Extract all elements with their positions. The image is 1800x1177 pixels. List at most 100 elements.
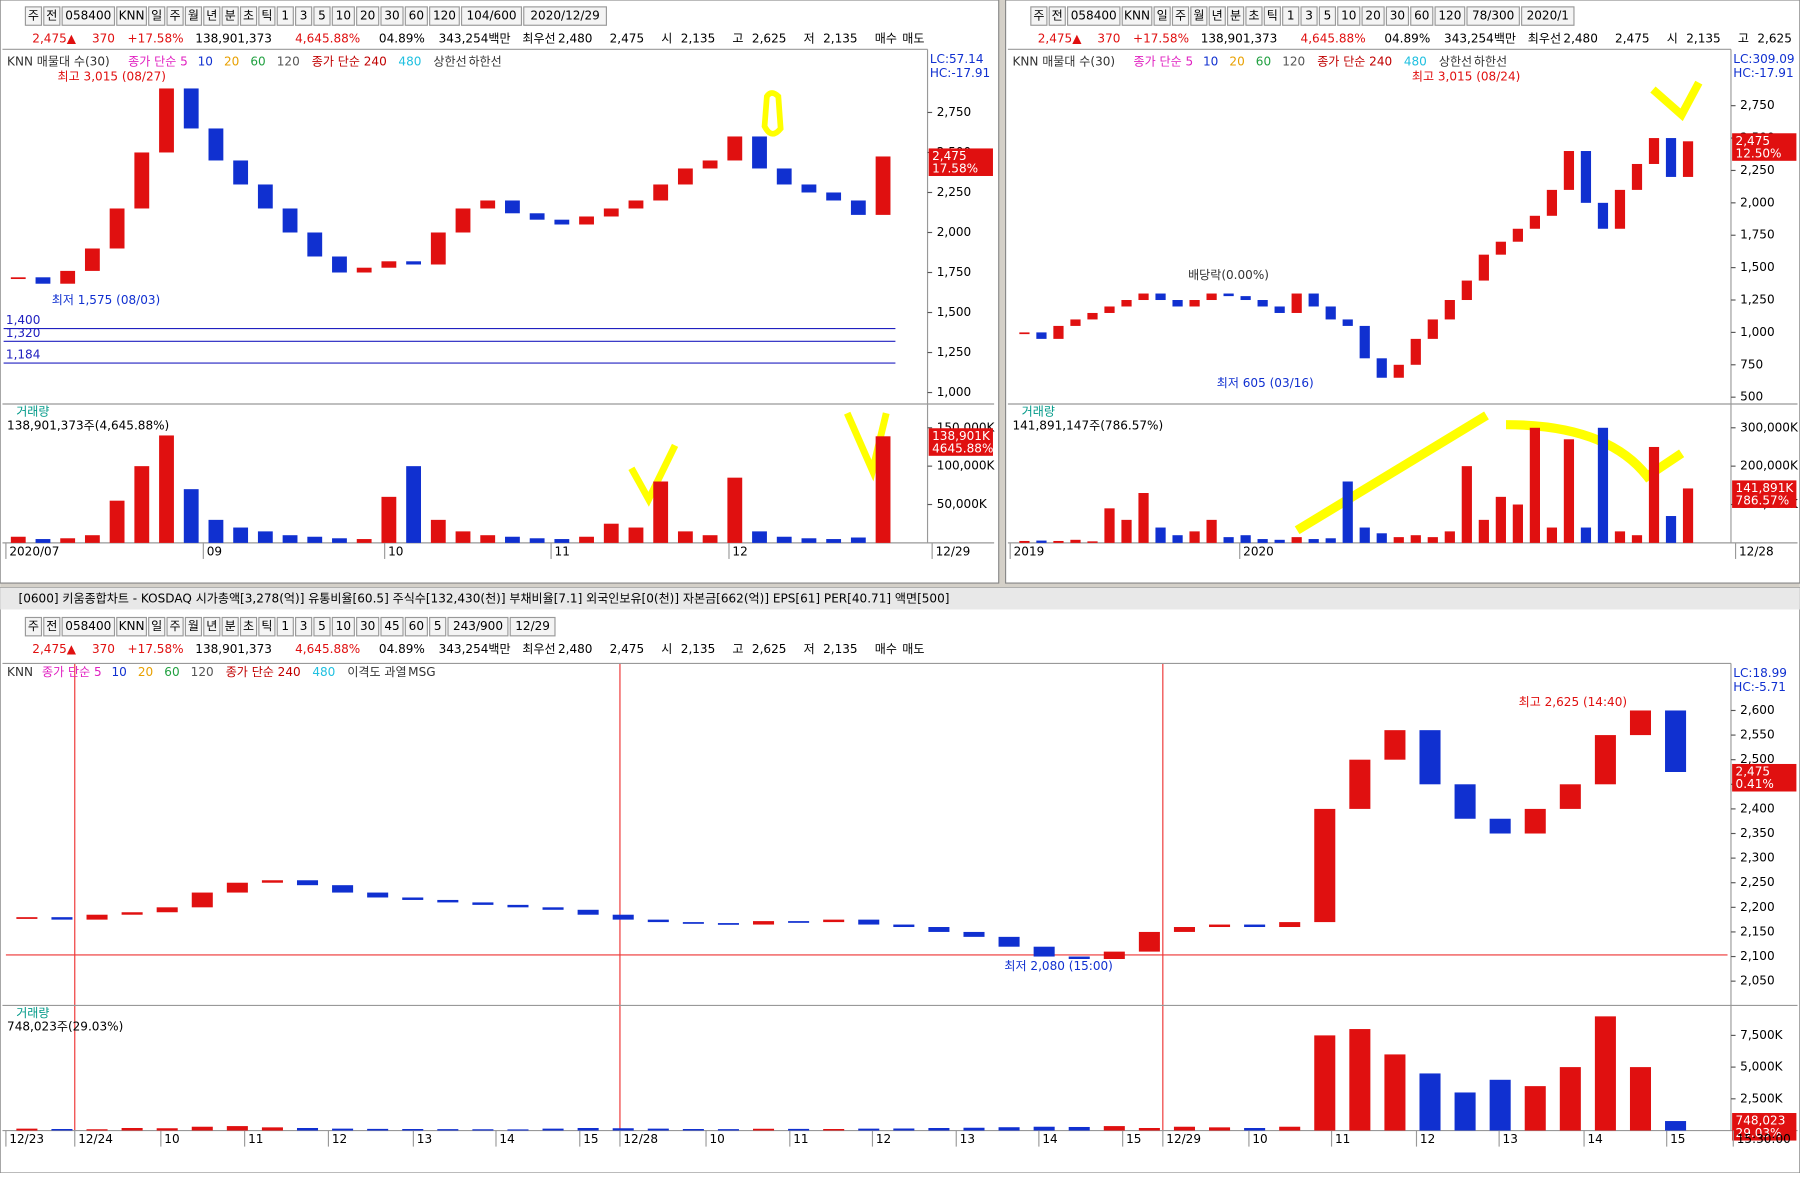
toolbar-button[interactable] [1190,6,1208,26]
toolbar-button[interactable] [313,616,331,637]
toolbar-button[interactable] [1263,6,1281,26]
quote-item: 저 [804,642,815,656]
quote-item: +17.58% [128,32,184,46]
toolbar-button[interactable] [1434,6,1466,26]
toolbar-button[interactable] [24,616,43,637]
x-tick-label: 12 [732,545,747,559]
volume-bar [603,523,619,543]
toolbar-button[interactable] [1066,6,1121,26]
y-tick-label: 1,000 [1740,325,1775,339]
indicator: LC:57.14 [930,52,984,66]
toolbar-label: 10 [336,9,351,23]
volume-bar [1138,1127,1160,1131]
toolbar-button[interactable] [148,616,166,637]
candle [296,880,319,886]
toolbar-button[interactable] [116,6,147,26]
toolbar-button[interactable] [276,616,294,637]
volume-bar [10,536,26,543]
legend-item: 120 [1282,54,1305,68]
toolbar-button[interactable] [221,616,239,637]
toolbar-button[interactable] [313,6,331,26]
toolbar-button[interactable] [239,6,258,26]
toolbar-button[interactable] [295,616,313,637]
toolbar-button[interactable] [331,6,355,26]
candle [702,160,718,169]
toolbar-button[interactable] [221,6,239,26]
toolbar-button[interactable] [184,6,203,26]
toolbar-button[interactable] [1337,6,1361,26]
toolbar-button[interactable] [404,616,428,637]
candle [1444,300,1455,320]
toolbar-label: 전 [46,9,57,23]
candle [928,927,950,932]
toolbar-button[interactable] [356,616,380,637]
x-tick-label: 12 [1420,1132,1435,1146]
candle [86,914,108,920]
toolbar-button[interactable] [258,616,276,637]
toolbar-button[interactable] [429,616,447,637]
toolbar-button[interactable] [1208,6,1226,26]
volume-bar [1512,504,1523,543]
toolbar-button[interactable] [429,6,460,26]
toolbar-button[interactable] [331,616,355,637]
toolbar-button[interactable] [61,6,116,26]
toolbar-button[interactable] [1318,6,1337,26]
candle [1597,202,1609,229]
toolbar-button[interactable] [166,6,184,26]
toolbar-button[interactable] [1466,6,1520,26]
toolbar-button[interactable] [404,6,428,26]
toolbar-button[interactable] [1282,6,1300,26]
toolbar-button[interactable] [1300,6,1318,26]
candle [1665,710,1687,772]
toolbar-button[interactable] [460,6,523,26]
toolbar-button[interactable] [1030,6,1048,26]
toolbar-button[interactable] [166,616,184,637]
toolbar-button[interactable] [1410,6,1434,26]
toolbar-button[interactable] [1521,6,1575,26]
toolbar-button[interactable] [1245,6,1263,26]
toolbar-button[interactable] [43,616,61,637]
toolbar-button[interactable] [61,616,116,637]
y-tick-label: 2,750 [937,105,972,119]
toolbar-button[interactable] [1153,6,1171,26]
toolbar-button[interactable] [43,6,61,26]
toolbar-button[interactable] [447,616,509,637]
volume-bar [332,1128,354,1131]
quote-item: 최우선 [522,642,555,656]
toolbar-button[interactable] [258,6,276,26]
candle [717,923,739,925]
toolbar-button[interactable] [1361,6,1385,26]
annotation: 최고 3,015 (08/27) [58,69,166,83]
toolbar-button[interactable] [1385,6,1410,26]
toolbar-button[interactable] [509,616,556,637]
toolbar-button[interactable] [1226,6,1245,26]
toolbar-button[interactable] [24,6,43,26]
x-tick-label: 14 [499,1132,514,1146]
toolbar-button[interactable] [239,616,258,637]
toolbar-button[interactable] [203,6,221,26]
toolbar-label: 월 [188,619,199,633]
y-tick-label: 1,750 [1740,228,1775,242]
toolbar-button[interactable] [295,6,313,26]
toolbar-label: 주 [28,9,39,23]
toolbar-button[interactable] [380,616,404,637]
toolbar-button[interactable] [276,6,294,26]
volume-bar [507,1129,529,1131]
quote-item: 2,475 [610,32,645,46]
toolbar-button[interactable] [356,6,380,26]
toolbar-button[interactable] [523,6,607,26]
toolbar-label: 20 [360,9,375,23]
candle [875,156,891,215]
toolbar-button[interactable] [380,6,404,26]
toolbar-button[interactable] [184,616,203,637]
toolbar-label: 30 [384,9,399,23]
toolbar-button[interactable] [1171,6,1190,26]
volume-bar [1419,1073,1441,1131]
title-bar-text: [0600] 키움종합차트 - KOSDAQ 시가총액[3,278(억)] 유통… [19,591,950,606]
toolbar-button[interactable] [116,616,147,637]
candle [430,232,446,265]
toolbar-button[interactable] [1121,6,1153,26]
toolbar-button[interactable] [1048,6,1066,26]
toolbar-button[interactable] [203,616,221,637]
toolbar-button[interactable] [148,6,166,26]
